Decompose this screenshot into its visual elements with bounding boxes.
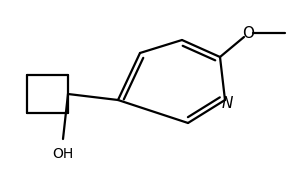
Text: OH: OH [52, 147, 74, 161]
Text: N: N [221, 96, 233, 111]
Text: O: O [242, 26, 254, 40]
